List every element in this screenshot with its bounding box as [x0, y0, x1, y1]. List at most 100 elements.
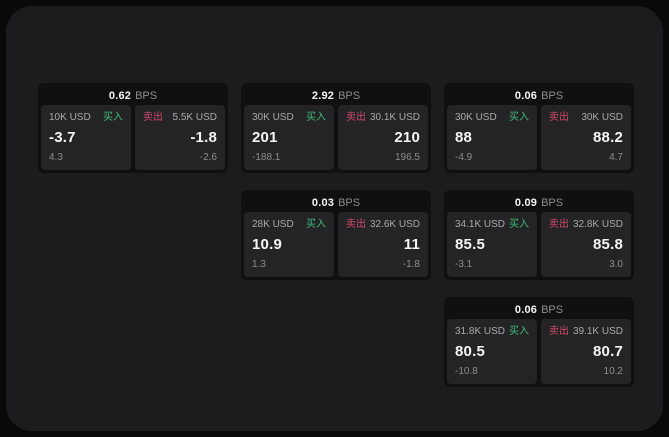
- buy-pane[interactable]: 28K USD 买入 10.9 1.3: [244, 212, 334, 277]
- sell-pane[interactable]: 卖出 5.5K USD -1.8 -2.6: [135, 105, 225, 170]
- sell-value: 11: [403, 236, 420, 253]
- card-header: 0.03 BPS: [244, 193, 428, 212]
- buy-pane-top: 28K USD 买入: [252, 219, 326, 231]
- buy-label: 买入: [103, 112, 123, 123]
- bps-unit-label: BPS: [135, 89, 158, 102]
- quote-panes: 28K USD 买入 10.9 1.3 卖出 32.6K USD 11 -1.8: [244, 212, 428, 277]
- quote-card: 0.09 BPS 34.1K USD 买入 85.5 -3.1 卖出 32.8K…: [444, 190, 634, 280]
- bps-unit-label: BPS: [541, 196, 564, 209]
- sell-amount: 30.1K USD: [369, 112, 420, 123]
- card-header: 0.06 BPS: [447, 86, 631, 105]
- sell-label: 卖出: [346, 219, 366, 230]
- quotes-panel: 0.62 BPS 10K USD 买入 -3.7 4.3 卖出 5.5K USD…: [6, 6, 663, 431]
- buy-value: -3.7: [49, 129, 76, 146]
- buy-pane[interactable]: 30K USD 买入 88 -4.9: [447, 105, 537, 170]
- sell-value: 80.7: [593, 343, 623, 360]
- buy-value: 10.9: [252, 236, 282, 253]
- buy-pane[interactable]: 30K USD 买入 201 -188.1: [244, 105, 334, 170]
- buy-amount: 31.8K USD: [455, 326, 506, 337]
- quote-card: 2.92 BPS 30K USD 买入 201 -188.1 卖出 30.1K …: [241, 83, 431, 173]
- sell-label: 卖出: [549, 112, 569, 123]
- buy-label: 买入: [509, 326, 529, 337]
- buy-sub-value: 1.3: [252, 259, 266, 270]
- buy-pane-top: 30K USD 买入: [455, 112, 529, 124]
- buy-value: 85.5: [455, 236, 485, 253]
- sell-pane[interactable]: 卖出 39.1K USD 80.7 10.2: [541, 319, 631, 384]
- sell-label: 卖出: [143, 112, 163, 123]
- buy-pane-top: 31.8K USD 买入: [455, 326, 529, 338]
- buy-pane-top: 30K USD 买入: [252, 112, 326, 124]
- sell-value: 88.2: [593, 129, 623, 146]
- buy-sub-value: -10.8: [455, 366, 478, 377]
- sell-pane-top: 卖出 5.5K USD: [143, 112, 217, 124]
- buy-label: 买入: [509, 219, 529, 230]
- buy-sub-value: -4.9: [455, 152, 473, 163]
- sell-sub-value: 3.0: [609, 259, 623, 270]
- buy-sub-value: 4.3: [49, 152, 63, 163]
- quote-panes: 30K USD 买入 88 -4.9 卖出 30K USD 88.2 4.7: [447, 105, 631, 170]
- sell-value: 210: [394, 129, 420, 146]
- card-header: 2.92 BPS: [244, 86, 428, 105]
- sell-label: 卖出: [549, 219, 569, 230]
- quote-card: 0.03 BPS 28K USD 买入 10.9 1.3 卖出 32.6K US…: [241, 190, 431, 280]
- buy-label: 买入: [509, 112, 529, 123]
- buy-value: 201: [252, 129, 278, 146]
- sell-amount: 32.8K USD: [572, 219, 623, 230]
- sell-amount: 30K USD: [581, 112, 623, 123]
- quote-card: 0.62 BPS 10K USD 买入 -3.7 4.3 卖出 5.5K USD…: [38, 83, 228, 173]
- bps-value: 0.06: [514, 89, 538, 102]
- sell-pane[interactable]: 卖出 32.6K USD 11 -1.8: [338, 212, 428, 277]
- buy-pane-top: 10K USD 买入: [49, 112, 123, 124]
- bps-unit-label: BPS: [541, 89, 564, 102]
- sell-pane[interactable]: 卖出 30.1K USD 210 196.5: [338, 105, 428, 170]
- sell-sub-value: 196.5: [394, 152, 420, 163]
- bps-value: 0.62: [108, 89, 132, 102]
- buy-pane[interactable]: 31.8K USD 买入 80.5 -10.8: [447, 319, 537, 384]
- buy-amount: 30K USD: [252, 112, 294, 123]
- bps-unit-label: BPS: [541, 303, 564, 316]
- sell-amount: 32.6K USD: [369, 219, 420, 230]
- bps-value: 0.09: [514, 196, 538, 209]
- quote-card: 0.06 BPS 31.8K USD 买入 80.5 -10.8 卖出 39.1…: [444, 297, 634, 387]
- buy-amount: 34.1K USD: [455, 219, 506, 230]
- sell-sub-value: -1.8: [402, 259, 420, 270]
- sell-pane-top: 卖出 39.1K USD: [549, 326, 623, 338]
- quote-card: 0.06 BPS 30K USD 买入 88 -4.9 卖出 30K USD 8…: [444, 83, 634, 173]
- card-header: 0.09 BPS: [447, 193, 631, 212]
- buy-amount: 10K USD: [49, 112, 91, 123]
- sell-sub-value: -2.6: [199, 152, 217, 163]
- quote-panes: 34.1K USD 买入 85.5 -3.1 卖出 32.8K USD 85.8…: [447, 212, 631, 277]
- sell-pane-top: 卖出 32.6K USD: [346, 219, 420, 231]
- buy-sub-value: -3.1: [455, 259, 473, 270]
- buy-value: 80.5: [455, 343, 485, 360]
- sell-pane-top: 卖出 32.8K USD: [549, 219, 623, 231]
- quotes-grid: 0.62 BPS 10K USD 买入 -3.7 4.3 卖出 5.5K USD…: [38, 83, 634, 387]
- buy-amount: 30K USD: [455, 112, 497, 123]
- card-header: 0.06 BPS: [447, 300, 631, 319]
- quote-panes: 30K USD 买入 201 -188.1 卖出 30.1K USD 210 1…: [244, 105, 428, 170]
- sell-sub-value: 10.2: [603, 366, 623, 377]
- buy-amount: 28K USD: [252, 219, 294, 230]
- sell-label: 卖出: [549, 326, 569, 337]
- buy-label: 买入: [306, 219, 326, 230]
- sell-sub-value: 4.7: [609, 152, 623, 163]
- sell-pane-top: 卖出 30.1K USD: [346, 112, 420, 124]
- bps-value: 0.06: [514, 303, 538, 316]
- sell-value: 85.8: [593, 236, 623, 253]
- buy-pane[interactable]: 34.1K USD 买入 85.5 -3.1: [447, 212, 537, 277]
- sell-amount: 39.1K USD: [572, 326, 623, 337]
- bps-unit-label: BPS: [338, 196, 361, 209]
- buy-value: 88: [455, 129, 473, 146]
- sell-pane[interactable]: 卖出 32.8K USD 85.8 3.0: [541, 212, 631, 277]
- sell-amount: 5.5K USD: [172, 112, 217, 123]
- buy-pane[interactable]: 10K USD 买入 -3.7 4.3: [41, 105, 131, 170]
- sell-value: -1.8: [190, 129, 217, 146]
- quote-panes: 10K USD 买入 -3.7 4.3 卖出 5.5K USD -1.8 -2.…: [41, 105, 225, 170]
- card-header: 0.62 BPS: [41, 86, 225, 105]
- bps-value: 2.92: [311, 89, 335, 102]
- sell-label: 卖出: [346, 112, 366, 123]
- quote-panes: 31.8K USD 买入 80.5 -10.8 卖出 39.1K USD 80.…: [447, 319, 631, 384]
- sell-pane-top: 卖出 30K USD: [549, 112, 623, 124]
- sell-pane[interactable]: 卖出 30K USD 88.2 4.7: [541, 105, 631, 170]
